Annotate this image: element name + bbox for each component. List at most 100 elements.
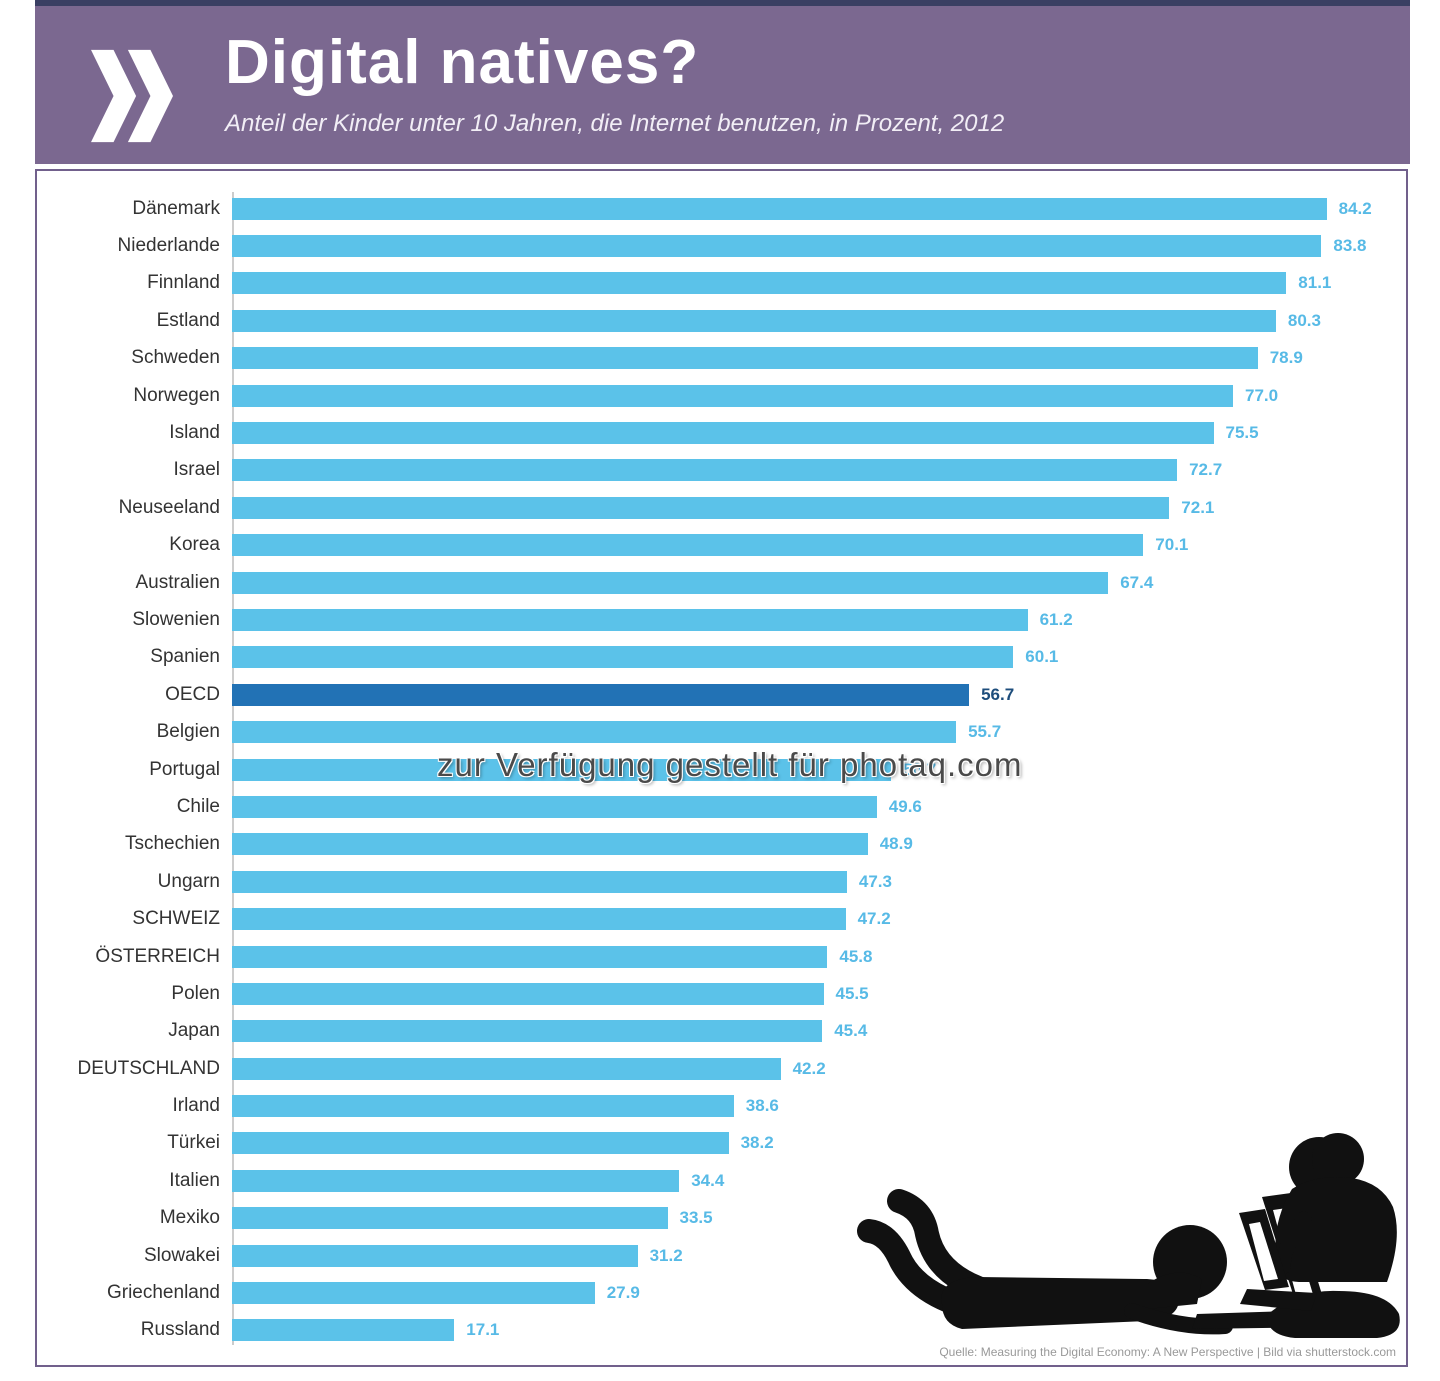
value-label: 70.1 (1155, 535, 1189, 555)
value-label: 67.4 (1120, 572, 1154, 592)
value-label: 45.4 (834, 1021, 868, 1041)
country-label: Irland (172, 1095, 220, 1117)
value-label: 61.2 (1039, 609, 1073, 629)
value-bar (232, 459, 1178, 482)
country-label: Ungarn (157, 870, 220, 892)
chart-row: Niederlande 83.8 (37, 227, 1406, 264)
value-bar (232, 422, 1214, 445)
value-bar (232, 197, 1327, 220)
value-bar (232, 235, 1322, 258)
country-label: SCHWEIZ (132, 908, 220, 930)
chart-row: Griechenland 27.9 (37, 1274, 1406, 1311)
country-label: Tschechien (124, 833, 220, 855)
value-label: 17.1 (466, 1320, 500, 1340)
value-bar (232, 833, 868, 856)
country-label: Korea (169, 534, 220, 556)
country-label: Island (169, 422, 220, 444)
country-label: Slowenien (132, 608, 220, 630)
country-label: Griechenland (106, 1282, 220, 1304)
source-caption: Quelle: Measuring the Digital Economy: A… (939, 1345, 1396, 1359)
oecd-chevrons-icon (91, 49, 173, 143)
value-bar (232, 945, 828, 968)
value-label: 38.6 (745, 1096, 779, 1116)
chart-row: Tschechien 48.9 (37, 826, 1406, 863)
value-label: 84.2 (1338, 198, 1372, 218)
country-label: Chile (176, 795, 220, 817)
country-label: Neuseeland (118, 496, 220, 518)
chart-row: Ungarn 47.3 (37, 863, 1406, 900)
value-label: 72.1 (1181, 497, 1215, 517)
chart-row: Japan 45.4 (37, 1013, 1406, 1050)
value-bar (232, 721, 957, 744)
value-label: 49.6 (888, 796, 922, 816)
value-bar (232, 1095, 734, 1118)
country-label: Russland (140, 1319, 220, 1341)
country-label: Italien (169, 1169, 220, 1191)
chart-row: Slowenien 61.2 (37, 601, 1406, 638)
chart-area: Dänemark 84.2 Niederlande 83.8 Finnland … (35, 169, 1408, 1367)
chart-row: Slowakei 31.2 (37, 1237, 1406, 1274)
country-label: Finnland (147, 272, 220, 294)
chart-row: Neuseeland 72.1 (37, 489, 1406, 526)
value-bar (232, 1319, 455, 1342)
country-label: Dänemark (132, 197, 220, 219)
chart-row: Mexiko 33.5 (37, 1200, 1406, 1237)
page-title: Digital natives? (225, 28, 700, 97)
country-label: Estland (156, 309, 220, 331)
value-bar (232, 982, 824, 1005)
value-bar (232, 1132, 729, 1155)
value-label: 38.2 (740, 1133, 774, 1153)
value-label: 45.8 (839, 946, 873, 966)
country-label: Australien (135, 571, 221, 593)
chart-row: Irland 38.6 (37, 1087, 1406, 1124)
value-bar (232, 272, 1287, 295)
country-label: Schweden (131, 347, 220, 369)
chart-row: Island 75.5 (37, 414, 1406, 451)
country-label: DEUTSCHLAND (77, 1057, 220, 1079)
chart-row: Italien 34.4 (37, 1162, 1406, 1199)
value-label: 81.1 (1298, 273, 1332, 293)
value-label: 55.7 (968, 722, 1002, 742)
chart-row: OECD 56.7 (37, 676, 1406, 713)
chart-row: Finnland 81.1 (37, 265, 1406, 302)
country-label: Spanien (150, 646, 220, 668)
value-bar (232, 496, 1170, 519)
chart-row: Estland 80.3 (37, 302, 1406, 339)
chart-row: Israel 72.7 (37, 452, 1406, 489)
value-label: 75.5 (1225, 423, 1259, 443)
chart-row: Spanien 60.1 (37, 639, 1406, 676)
watermark: zur Verfügung gestellt für photaq.com (437, 746, 1023, 783)
country-label: Polen (171, 982, 220, 1004)
value-bar (232, 758, 892, 781)
country-label: Belgien (156, 721, 220, 743)
value-bar (232, 1020, 823, 1043)
value-bar (232, 608, 1028, 631)
chart-row: Polen 45.5 (37, 975, 1406, 1012)
country-label: Israel (173, 459, 220, 481)
value-label: 83.8 (1333, 236, 1367, 256)
value-bar (232, 1282, 595, 1305)
chart-row: SCHWEIZ 47.2 (37, 900, 1406, 937)
value-bar (232, 534, 1144, 557)
value-label: 31.2 (649, 1245, 683, 1265)
value-bar (232, 1244, 638, 1267)
bar-chart: Dänemark 84.2 Niederlande 83.8 Finnland … (37, 190, 1406, 1349)
value-label: 47.2 (857, 909, 891, 929)
country-label: Slowakei (143, 1244, 220, 1266)
top-strip (35, 0, 1410, 6)
value-bar (232, 908, 846, 931)
chart-row: Norwegen 77.0 (37, 377, 1406, 414)
value-label: 27.9 (606, 1283, 640, 1303)
chart-row: Portugal 50.7 (37, 751, 1406, 788)
chart-row: DEUTSCHLAND 42.2 (37, 1050, 1406, 1087)
value-label: 48.9 (879, 834, 913, 854)
chart-row: Chile 49.6 (37, 788, 1406, 825)
chart-row: ÖSTERREICH 45.8 (37, 938, 1406, 975)
country-label: Niederlande (117, 235, 220, 257)
value-label: 34.4 (691, 1170, 725, 1190)
page-subtitle: Anteil der Kinder unter 10 Jahren, die I… (225, 109, 1005, 137)
value-label: 50.7 (903, 759, 937, 779)
value-bar (232, 347, 1258, 370)
value-bar (232, 384, 1233, 407)
chart-row: Australien 67.4 (37, 564, 1406, 601)
